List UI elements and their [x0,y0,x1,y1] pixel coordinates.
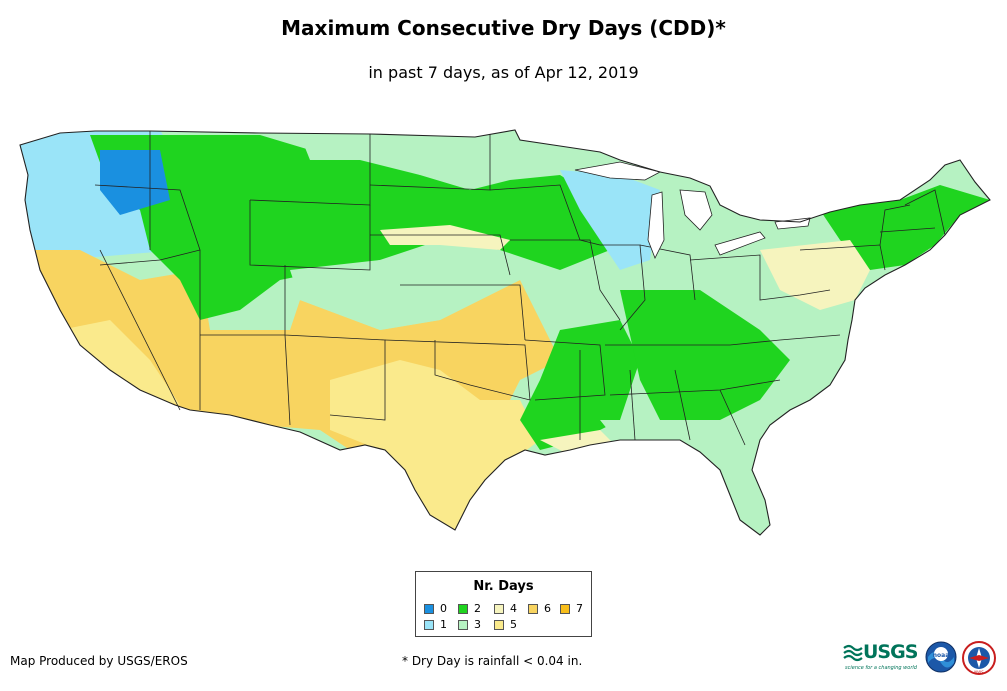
region-ohio-valley [620,290,790,420]
legend-item-7: 7 [560,602,583,615]
border-northeast-2 [879,204,911,246]
border-midwest-3 [524,339,606,401]
legend-swatch-6 [528,603,538,614]
usgs-logo: USGS science for a changing world [843,641,919,675]
border-plains-2 [370,234,511,276]
legend-label-1: 1 [440,618,447,631]
region-southern-california [60,320,180,405]
region-central-plains [290,250,520,330]
region-rockies [90,135,610,320]
noaa-logo-icon: noaa [925,641,957,673]
lake-huron [679,189,713,231]
border-midwest-2 [510,239,621,321]
noaa-text: noaa [933,652,950,659]
legend: Nr. Days 0 1 2 3 4 5 6 7 [415,571,592,637]
legend-item-5: 5 [494,618,517,631]
legend-label-6: 6 [544,602,551,615]
usgs-wave-icon [843,644,863,662]
region-northeast [820,185,990,270]
nws-logo-icon: NWS [962,641,996,675]
border-plains-3 [400,284,526,341]
legend-swatch-4 [494,603,504,614]
legend-item-3: 3 [458,618,481,631]
legend-item-6: 6 [528,602,551,615]
map-title: Maximum Consecutive Dry Days (CDD)* [281,16,726,40]
legend-label-7: 7 [576,602,583,615]
border-northeast-4 [904,189,946,236]
legend-label-4: 4 [510,602,517,615]
usgs-wordmark: USGS [863,641,918,663]
lake-erie [714,231,766,256]
map-subtitle: in past 7 days, as of Apr 12, 2019 [368,63,639,82]
legend-label-0: 0 [440,602,447,615]
dry-day-footnote: * Dry Day is rainfall < 0.04 in. [402,654,583,668]
border-mountain-2 [249,200,371,271]
region-north-dakota [300,135,470,175]
cdd-regions [20,130,990,535]
legend-swatch-3 [458,619,468,630]
border-east-1 [689,254,831,301]
state-borders [94,131,946,446]
lake-superior [574,161,662,181]
legend-item-0: 0 [424,602,447,615]
usgs-tagline: science for a changing world [845,665,917,671]
legend-swatch-0 [424,603,434,614]
legend-item-1: 1 [424,618,447,631]
region-nebraska-band [380,225,510,250]
border-east-2 [605,334,841,346]
great-lakes [574,161,811,259]
legend-title: Nr. Days [473,579,534,594]
map-credit: Map Produced by USGS/EROS [10,654,188,668]
border-plains-4 [384,339,531,401]
border-northeast-3 [879,227,936,233]
legend-label-5: 5 [510,618,517,631]
legend-swatch-1 [424,619,434,630]
legend-label-3: 3 [474,618,481,631]
region-northern-rockies-blue [100,150,170,215]
region-texas [330,360,540,535]
border-east-7 [719,389,746,446]
lake-michigan [647,191,665,259]
border-east-5 [629,369,636,441]
border-midwest-1 [489,184,601,246]
legend-swatch-2 [458,603,468,614]
legend-item-4: 4 [494,602,517,615]
border-midwest-4 [600,244,646,331]
lake-ontario [774,217,811,230]
legend-swatch-5 [494,619,504,630]
legend-label-2: 2 [474,602,481,615]
legend-swatch-7 [560,603,570,614]
nws-text: NWS [974,670,984,675]
legend-item-2: 2 [458,602,481,615]
border-east-6 [674,369,691,441]
border-west-3 [99,249,181,411]
region-mid-atlantic [760,240,870,310]
